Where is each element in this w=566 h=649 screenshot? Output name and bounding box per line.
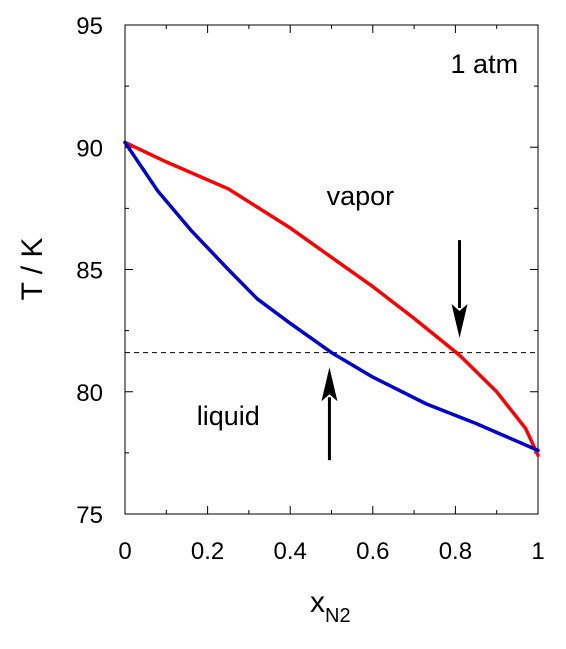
x-axis-label: xN2	[310, 586, 351, 627]
liquid-curve	[123, 140, 540, 453]
x-tick-label: 0.4	[274, 538, 307, 565]
arrow-head	[321, 367, 338, 402]
arrow-up	[321, 367, 338, 461]
y-tick-label: 85	[76, 258, 103, 285]
y-axis-label: T / K	[16, 238, 49, 301]
plot-frame	[124, 24, 539, 515]
x-tick-label: 0.8	[439, 538, 472, 565]
x-axis-ticks: 0 0.2 0.4 0.6 0.8 1	[118, 25, 545, 565]
y-tick-label: 95	[76, 13, 103, 40]
x-tick-label: 0.2	[191, 538, 224, 565]
y-tick-label: 90	[76, 135, 103, 162]
arrows-layer	[321, 240, 468, 461]
x-axis-label-subscript: N2	[325, 605, 351, 627]
vapor-curve	[123, 140, 540, 458]
x-tick-label: 1	[531, 538, 544, 565]
x-tick-label: 0	[118, 538, 131, 565]
arrow-head	[451, 303, 468, 338]
vapor-region-label: vapor	[327, 181, 395, 211]
y-tick-label: 80	[76, 380, 103, 407]
x-axis-label-main: x	[310, 586, 325, 619]
y-tick-label: 75	[76, 502, 103, 529]
annotations-layer: 1 atm vapor liquid	[197, 49, 518, 431]
pressure-annotation: 1 atm	[451, 49, 519, 79]
x-tick-label: 0.6	[356, 538, 389, 565]
liquid-region-label: liquid	[197, 401, 260, 431]
series-layer	[123, 140, 540, 458]
arrow-down	[451, 240, 468, 338]
y-axis-ticks: 75 80 85 90 95	[76, 13, 538, 529]
